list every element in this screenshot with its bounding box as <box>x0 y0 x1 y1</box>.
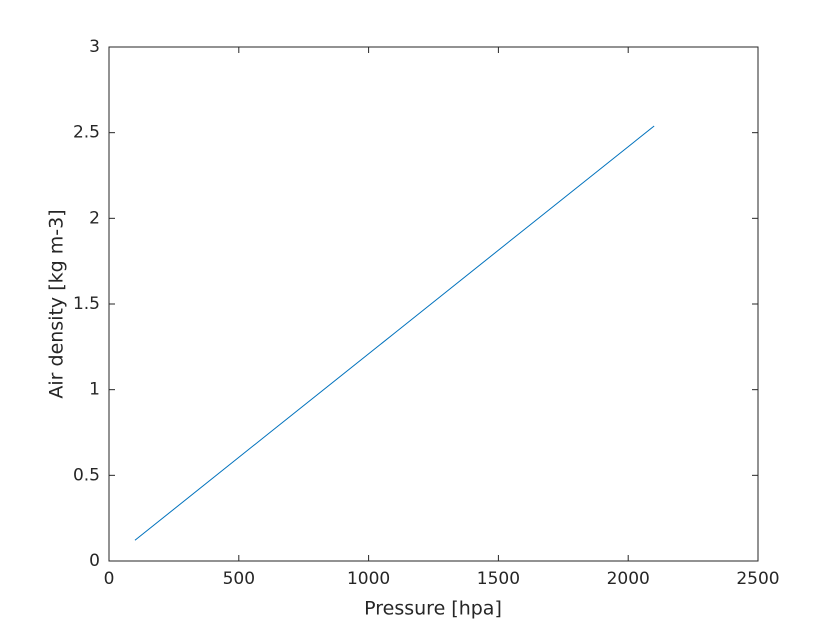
y-tick-label: 3 <box>89 37 100 57</box>
x-tick-label: 1000 <box>347 569 390 589</box>
data-line <box>134 125 655 541</box>
y-tick-label: 1.5 <box>73 294 100 314</box>
y-tick-label: 2.5 <box>73 123 100 143</box>
x-tick-label: 2000 <box>607 569 650 589</box>
y-tick-label: 2 <box>89 208 100 228</box>
x-axis-label: Pressure [hpa] <box>364 598 502 620</box>
x-tick-label: 2500 <box>736 569 779 589</box>
plot-box <box>108 46 759 562</box>
x-tick-label: 1500 <box>477 569 520 589</box>
x-tick-label: 500 <box>223 569 255 589</box>
y-tick-label: 0 <box>89 551 100 571</box>
x-tick-label: 0 <box>104 569 115 589</box>
y-tick-label: 1 <box>89 380 100 400</box>
y-axis-label: Air density [kg m-3] <box>46 209 68 398</box>
y-tick-label: 0.5 <box>73 465 100 485</box>
